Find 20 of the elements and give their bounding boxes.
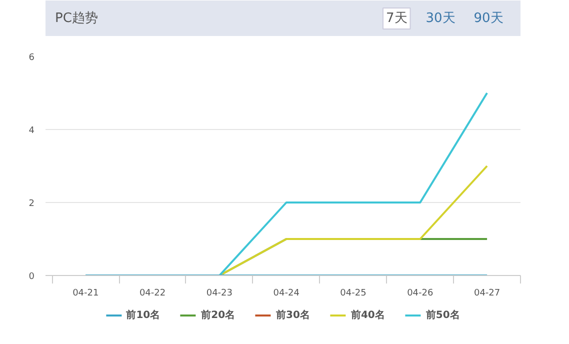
legend-label: 前10名 [126,308,160,322]
x-tick-label: 04-26 [407,288,434,298]
legend-label: 前20名 [201,308,236,322]
x-tick-label: 04-21 [72,288,99,298]
x-tick-label: 04-27 [474,288,500,298]
x-tick-label: 04-22 [139,288,166,298]
chart-title: PC趋势 [55,11,98,26]
x-tick-label: 04-23 [206,288,233,298]
text: 90天 [474,11,504,26]
legend-label: 前50名 [426,308,460,322]
text: 7天 [386,11,408,26]
legend-label: 前30名 [276,308,310,322]
y-tick-label: 2 [28,199,35,209]
legend-label: 前40名 [350,308,385,322]
text: 30天 [426,11,456,26]
y-tick-label: 4 [28,126,35,136]
y-tick-label: 6 [28,53,35,63]
x-tick-label: 04-24 [273,288,300,298]
x-tick-label: 04-25 [340,288,366,298]
y-tick-label: 0 [28,272,35,282]
